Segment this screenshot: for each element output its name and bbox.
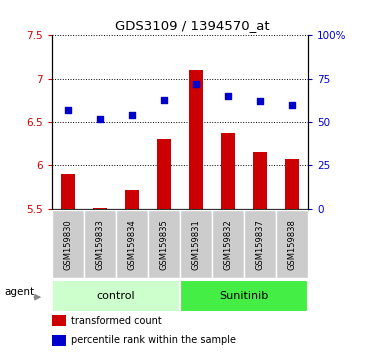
Bar <box>212 210 244 278</box>
Bar <box>244 210 276 278</box>
Text: GSM159835: GSM159835 <box>159 219 169 270</box>
Point <box>65 107 71 113</box>
Text: GSM159833: GSM159833 <box>95 219 104 270</box>
Bar <box>61 174 75 209</box>
Bar <box>148 210 180 278</box>
Point <box>129 112 135 118</box>
Point <box>97 116 103 121</box>
Point <box>257 98 263 104</box>
Point <box>289 102 295 108</box>
Bar <box>84 210 116 278</box>
Bar <box>52 315 66 326</box>
Text: GDS3109 / 1394570_at: GDS3109 / 1394570_at <box>115 19 270 33</box>
Bar <box>52 335 66 346</box>
Bar <box>285 159 299 209</box>
Bar <box>116 210 148 278</box>
Bar <box>52 210 84 278</box>
Text: control: control <box>97 291 135 301</box>
Bar <box>180 280 308 312</box>
Bar <box>93 208 107 209</box>
Point <box>161 97 167 102</box>
Bar <box>52 280 180 312</box>
Bar <box>157 139 171 209</box>
Bar <box>180 210 212 278</box>
Text: GSM159830: GSM159830 <box>64 219 72 270</box>
Bar <box>125 190 139 209</box>
Text: Sunitinib: Sunitinib <box>219 291 269 301</box>
Point <box>193 81 199 87</box>
Text: percentile rank within the sample: percentile rank within the sample <box>71 335 236 346</box>
Text: GSM159837: GSM159837 <box>256 219 264 270</box>
Text: GSM159832: GSM159832 <box>223 219 233 270</box>
Text: agent: agent <box>4 287 34 297</box>
Bar <box>189 70 203 209</box>
Text: GSM159834: GSM159834 <box>127 219 137 270</box>
Text: GSM159838: GSM159838 <box>288 219 296 270</box>
Text: GSM159831: GSM159831 <box>191 219 201 270</box>
Point <box>225 93 231 99</box>
Bar <box>276 210 308 278</box>
Bar <box>253 152 267 209</box>
Text: transformed count: transformed count <box>71 316 162 326</box>
Bar <box>221 133 235 209</box>
